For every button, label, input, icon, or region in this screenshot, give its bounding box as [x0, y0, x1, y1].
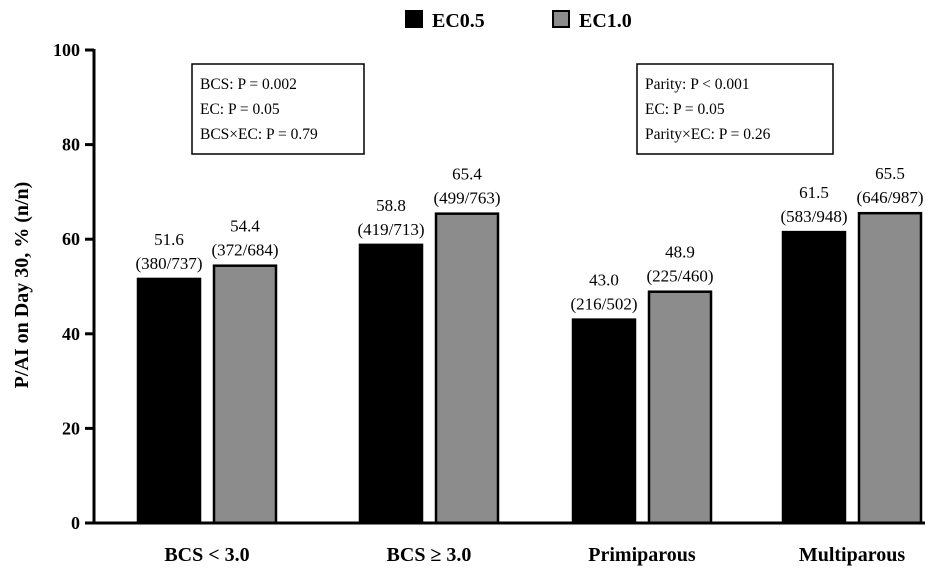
data-label-count: (419/713) — [357, 220, 424, 239]
data-label-value: 65.5 — [875, 164, 905, 183]
bar-ec1-0 — [434, 212, 500, 525]
x-category-label: Multiparous — [799, 544, 906, 566]
y-tick-label: 40 — [62, 324, 80, 344]
data-label-count: (225/460) — [646, 267, 713, 286]
x-category-label: BCS ≥ 3.0 — [387, 544, 472, 566]
bars — [136, 211, 923, 525]
annotation-line: BCS: P = 0.002 — [200, 76, 297, 93]
data-label-value: 43.0 — [589, 271, 619, 290]
bar-ec0-5 — [571, 318, 637, 525]
bar-ec0-5 — [358, 243, 424, 525]
y-tick-label: 100 — [53, 40, 80, 60]
annotation-box: Parity: P < 0.001 EC: P = 0.05 Parity×EC: … — [636, 63, 834, 155]
y-tick-label: 60 — [62, 229, 80, 249]
data-label-value: 61.5 — [799, 183, 829, 202]
data-label-count: (583/948) — [780, 207, 847, 226]
data-label-count: (216/502) — [570, 295, 637, 314]
legend-swatch — [552, 10, 570, 28]
legend-swatch — [405, 10, 423, 28]
y-tick-label: 20 — [62, 418, 80, 438]
annotation-line: EC: P = 0.05 — [645, 101, 725, 118]
data-label-count: (499/763) — [433, 189, 500, 208]
bar-ec0-5 — [781, 230, 847, 525]
legend: EC0.5 EC1.0 — [405, 10, 632, 32]
x-axis: BCS < 3.0 BCS ≥ 3.0 Primiparous Multiparous — [93, 521, 925, 566]
data-label-value: 48.9 — [665, 243, 695, 262]
data-label-value: 51.6 — [154, 230, 184, 249]
x-category-label: BCS < 3.0 — [164, 544, 249, 566]
legend-label: EC1.0 — [579, 10, 632, 32]
legend-label: EC0.5 — [432, 10, 485, 32]
bar-ec1-0 — [647, 290, 713, 525]
annotation-box: BCS: P = 0.002 EC: P = 0.05 BCS×EC: P = 0.… — [191, 63, 365, 155]
annotation-line: BCS×EC: P = 0.79 — [200, 126, 318, 143]
y-tick-label: 0 — [71, 513, 80, 533]
bar-ec1-0 — [857, 211, 923, 525]
x-category-label: Primiparous — [588, 544, 696, 566]
data-label-count: (646/987) — [856, 188, 923, 207]
y-axis-label: P/AI on Day 30, % (n/n) — [11, 182, 33, 389]
y-tick-label: 80 — [62, 135, 80, 155]
data-label-value: 58.8 — [376, 196, 406, 215]
annotation-line: EC: P = 0.05 — [200, 101, 280, 118]
annotation-frame — [636, 63, 834, 155]
annotations: BCS: P = 0.002 EC: P = 0.05 BCS×EC: P = 0.… — [191, 63, 834, 155]
data-label-count: (372/684) — [211, 241, 278, 260]
bar-ec1-0 — [212, 264, 278, 525]
annotation-line: Parity: P < 0.001 — [645, 76, 750, 93]
y-axis: 0 20 40 60 80 100 — [53, 40, 96, 533]
annotation-line: Parity×EC: P = 0.26 — [645, 126, 771, 143]
data-label-value: 65.4 — [452, 165, 482, 184]
bar-ec0-5 — [136, 277, 202, 525]
data-label-count: (380/737) — [135, 254, 202, 273]
annotation-frame — [191, 63, 365, 155]
data-labels: 51.6 (380/737) 54.4 (372/684) 58.8 (419/713) 6… — [135, 164, 923, 313]
data-label-value: 54.4 — [230, 217, 260, 236]
